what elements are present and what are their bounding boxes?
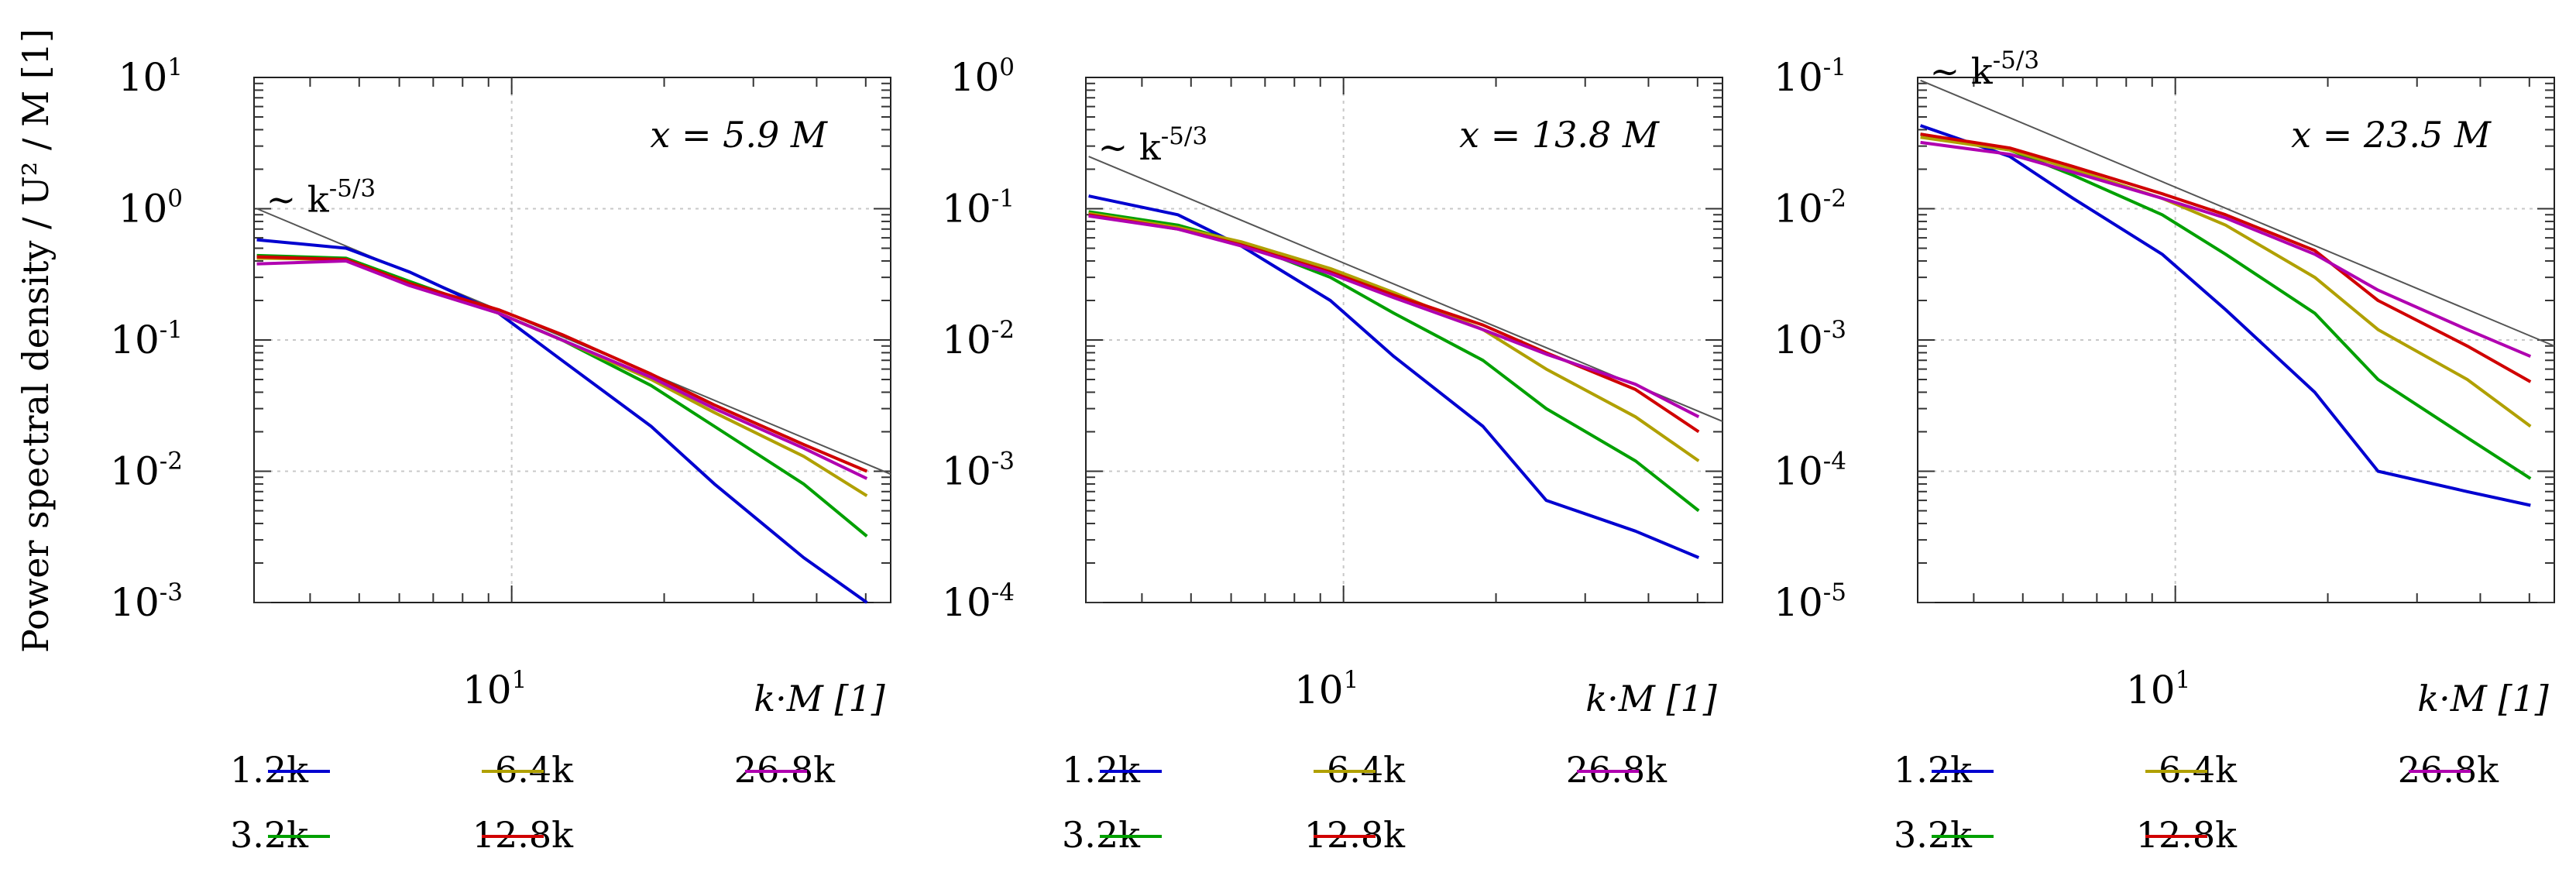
y-tick-label: 10-1 bbox=[1774, 53, 1846, 100]
reference-line bbox=[1920, 79, 2555, 347]
y-tick-label: 10-4 bbox=[942, 579, 1015, 625]
y-tick-label: 100 bbox=[950, 53, 1015, 100]
grid bbox=[1086, 77, 1722, 603]
x-axis-label: k·M [1] bbox=[1585, 678, 1716, 719]
x-axis-label: k·M [1] bbox=[2417, 678, 2548, 719]
y-tick-label: 10-1 bbox=[110, 316, 183, 362]
panel-2: 10-4 10-3 10-2 10-1 100 101 k·M [1] ~ k-5/3 x = … bbox=[942, 53, 1723, 856]
y-tick-label: 10-2 bbox=[942, 316, 1015, 362]
series-line-26.8k bbox=[1920, 140, 2532, 359]
series-line-1.2k bbox=[1919, 124, 2531, 507]
slope-annotation: ~ k-5/3 bbox=[1098, 122, 1207, 168]
y-tick-label: 10-4 bbox=[1774, 448, 1846, 494]
panel-title: x = 5.9 M bbox=[650, 114, 829, 156]
series-line-12.8k bbox=[1920, 132, 2532, 383]
x-tick-label: 101 bbox=[2126, 666, 2190, 712]
x-tick-label: 101 bbox=[462, 666, 527, 712]
slope-annotation: ~ k-5/3 bbox=[1930, 46, 2039, 92]
x-ticks bbox=[1141, 77, 1698, 603]
y-tick-label: 10-3 bbox=[1774, 316, 1846, 362]
panels: 10-3 10-2 10-1 100 101 101 k·M [1] ~ k-5/3 x = 5… bbox=[110, 46, 2555, 856]
y-tick-label: 10-3 bbox=[110, 579, 183, 625]
series-line-12.8k bbox=[256, 255, 868, 473]
series-line-6.4k bbox=[1088, 211, 1700, 462]
series-line-1.2k bbox=[256, 238, 868, 604]
y-tick-label: 101 bbox=[118, 53, 183, 100]
series-line-3.2k bbox=[256, 253, 868, 537]
panel-title: x = 23.5 M bbox=[2291, 114, 2492, 156]
panel-title: x = 13.8 M bbox=[1459, 114, 1661, 156]
series-line-6.4k bbox=[1920, 136, 2532, 428]
slope-annotation: ~ k-5/3 bbox=[266, 175, 376, 221]
y-tick-label: 10-2 bbox=[1774, 185, 1846, 232]
y-tick-label: 10-3 bbox=[942, 448, 1015, 494]
y-ticks bbox=[1086, 82, 1722, 603]
series-line-6.4k bbox=[256, 256, 868, 497]
y-tick-label: 10-5 bbox=[1774, 579, 1846, 625]
panel-3: 10-5 10-4 10-3 10-2 10-1 101 k·M [1] ~ k-5/3 x =… bbox=[1774, 46, 2555, 856]
x-ticks bbox=[309, 77, 867, 603]
series-line-3.2k bbox=[1920, 132, 2532, 480]
series-line-26.8k bbox=[1088, 214, 1700, 418]
series-line-12.8k bbox=[1088, 213, 1700, 434]
x-tick-label: 101 bbox=[1294, 666, 1358, 712]
y-tick-label: 10-1 bbox=[942, 185, 1015, 232]
y-tick-label: 10-2 bbox=[110, 448, 183, 494]
series-line-1.2k bbox=[1088, 194, 1700, 559]
panel-1: 10-3 10-2 10-1 100 101 101 k·M [1] ~ k-5/3 x = 5… bbox=[110, 53, 891, 856]
x-ticks bbox=[1973, 77, 2530, 603]
series-line-26.8k bbox=[256, 259, 868, 480]
y-tick-label: 100 bbox=[118, 185, 183, 232]
series-line-3.2k bbox=[1088, 210, 1700, 513]
y-ticks bbox=[1918, 82, 2554, 603]
y-axis-label: Power spectral density / U² / M [1] bbox=[15, 29, 57, 653]
x-axis-label: k·M [1] bbox=[754, 678, 884, 719]
